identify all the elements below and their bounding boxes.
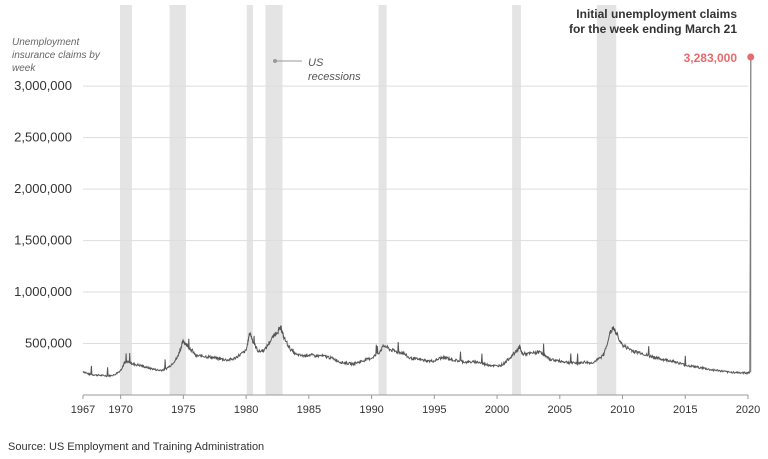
x-axis-labels: 1967 1970 1975 1980 1985 1990 1995 2000 2005 2010… <box>71 395 760 416</box>
x-tick-label: 1967 <box>71 404 95 416</box>
recession-label-dot <box>273 59 277 63</box>
x-tick-label: 1990 <box>359 404 383 416</box>
y-tick-label: 2,000,000 <box>14 181 72 196</box>
claims-line <box>82 56 752 378</box>
x-tick-label: 2005 <box>548 404 572 416</box>
y-tick-label: 1,500,000 <box>14 233 72 248</box>
x-tick-label: 1985 <box>297 404 321 416</box>
source-note: Source: US Employment and Training Admin… <box>8 441 265 453</box>
x-tick-label: 2010 <box>610 404 634 416</box>
x-tick-label: 1970 <box>108 404 132 416</box>
callout-text: Initial unemployment claims for the week… <box>568 7 737 36</box>
y-axis-title: Unemployment insurance claims by week <box>12 37 100 74</box>
x-tick-label: 1980 <box>234 404 258 416</box>
recession-band-1 <box>169 5 186 395</box>
x-tick-label: 2000 <box>485 404 509 416</box>
y-tick-label: 500,000 <box>25 336 72 351</box>
x-tick-label: 1995 <box>422 404 446 416</box>
recession-band-5 <box>512 5 521 395</box>
recession-band-4 <box>378 5 387 395</box>
callout-value: 3,283,000 <box>683 51 737 65</box>
x-tick-label: 1975 <box>171 404 195 416</box>
recessions-label: US recessions <box>308 57 361 83</box>
y-tick-label: 3,000,000 <box>14 78 72 93</box>
callout-point <box>747 53 755 61</box>
x-tick-label: 2015 <box>673 404 697 416</box>
gridlines <box>83 85 748 345</box>
recession-band-0 <box>120 5 132 395</box>
x-tick-label: 2020 <box>736 404 760 416</box>
recession-bands <box>120 5 617 395</box>
y-axis-labels: 500,000 1,000,000 1,500,000 2,000,000 2,500,… <box>14 78 72 350</box>
y-tick-label: 2,500,000 <box>14 130 72 145</box>
recession-band-2 <box>246 5 254 395</box>
y-tick-label: 1,000,000 <box>14 284 72 299</box>
recession-band-3 <box>265 5 283 395</box>
recession-band-6 <box>596 5 617 395</box>
